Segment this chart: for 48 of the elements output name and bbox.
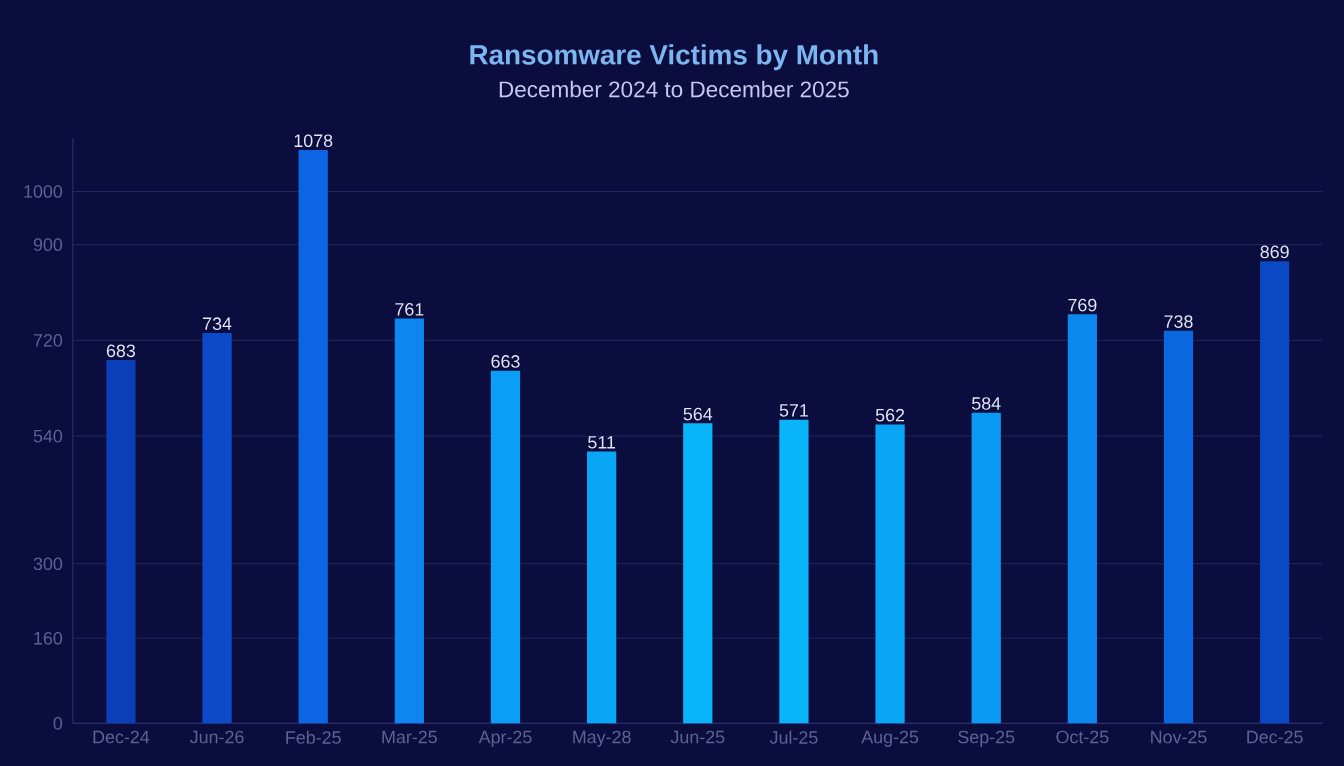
- bar: [1260, 261, 1290, 724]
- data-label: 571: [779, 404, 808, 417]
- bar: [490, 370, 521, 724]
- chart-title: Ransomware Victims by Month: [470, 44, 878, 71]
- x-tick-label: Apr-25: [478, 730, 532, 747]
- y-tick-label: 160: [34, 631, 63, 645]
- bar: [683, 423, 713, 724]
- data-label: 564: [683, 407, 713, 421]
- data-label: 734: [203, 317, 232, 331]
- y-tick-label: 720: [33, 334, 63, 347]
- data-label: 769: [1068, 298, 1097, 312]
- x-tick-label: Nov-25: [1151, 730, 1207, 744]
- y-tick-label: 540: [33, 429, 63, 443]
- bar: [202, 332, 232, 724]
- x-tick-label: Jun-26: [189, 730, 244, 744]
- bar: [971, 412, 1001, 724]
- x-tick-label: Feb-25: [286, 730, 341, 744]
- x-tick-label: Dec-25: [1247, 730, 1303, 744]
- y-tick-label: 0: [53, 717, 63, 730]
- data-label: 869: [1260, 245, 1289, 259]
- x-tick-label: Jul-25: [769, 730, 818, 744]
- chart-subtitle: December 2024 to December 2025: [499, 80, 849, 98]
- bar: [1067, 314, 1097, 724]
- bar: [106, 360, 136, 724]
- bar: [779, 419, 809, 724]
- bar: [587, 451, 617, 724]
- x-tick-label: May-28: [573, 730, 631, 747]
- data-label: 1078: [294, 134, 333, 148]
- data-label: 663: [491, 355, 520, 368]
- bar: [394, 318, 424, 724]
- x-tick-label: Mar-25: [382, 730, 437, 744]
- data-label: 562: [875, 408, 905, 422]
- y-tick-label: 300: [33, 557, 63, 571]
- x-tick-label: Dec-24: [93, 730, 150, 744]
- data-label: 738: [1164, 315, 1193, 328]
- data-label: 584: [972, 397, 1001, 410]
- x-tick-label: Jun-25: [670, 730, 725, 744]
- x-tick-label: Oct-25: [1056, 730, 1109, 744]
- y-tick-label: 1000: [24, 185, 63, 198]
- y-tick-label: 900: [33, 238, 63, 252]
- x-tick-label: Sep-25: [958, 730, 1015, 747]
- data-label: 761: [395, 303, 424, 316]
- data-label: 683: [106, 344, 136, 358]
- bar: [1163, 330, 1194, 724]
- bar: [875, 424, 905, 724]
- data-label: 511: [588, 436, 616, 449]
- x-tick-label: Aug-25: [861, 730, 919, 747]
- bar: [298, 150, 328, 724]
